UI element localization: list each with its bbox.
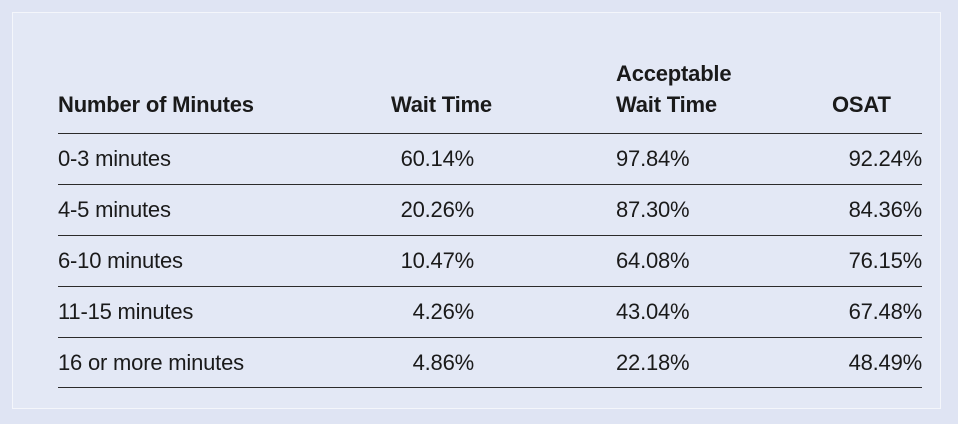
cell-acceptable-wait-time: 64.08% (616, 248, 690, 273)
cell-wait-time: 4.26% (412, 299, 475, 324)
cell-osat: 48.49% (848, 349, 923, 375)
table-panel: Number of Minutes Wait Time Acceptable W… (12, 12, 941, 409)
cell-wait-time: 4.86% (412, 349, 475, 375)
header-acceptable-wait-time: Acceptable Wait Time (616, 53, 732, 133)
wait-time-table: Number of Minutes Wait Time Acceptable W… (58, 53, 922, 388)
cell-minutes: 0-3 minutes (58, 146, 171, 171)
header-number-of-minutes: Number of Minutes (58, 92, 254, 117)
cell-acceptable-wait-time: 97.84% (616, 146, 690, 171)
cell-osat: 92.24% (848, 146, 923, 171)
cell-wait-time: 10.47% (400, 248, 475, 273)
cell-osat: 76.15% (848, 248, 923, 273)
cell-wait-time: 60.14% (400, 146, 475, 171)
cell-acceptable-wait-time: 87.30% (616, 197, 690, 222)
cell-acceptable-wait-time: 43.04% (616, 299, 690, 324)
cell-minutes: 4-5 minutes (58, 197, 171, 222)
table-row: 16 or more minutes 4.86% 22.18% 48.49% (58, 337, 922, 388)
table-row: 11-15 minutes 4.26% 43.04% 67.48% (58, 286, 922, 337)
cell-minutes: 16 or more minutes (58, 349, 244, 375)
cell-minutes: 11-15 minutes (58, 299, 194, 324)
header-osat: OSAT (832, 92, 891, 117)
cell-osat: 84.36% (848, 197, 923, 222)
table-row: 6-10 minutes 10.47% 64.08% 76.15% (58, 235, 922, 286)
header-acceptable-line1: Acceptable (616, 61, 732, 86)
table-row: 4-5 minutes 20.26% 87.30% 84.36% (58, 184, 922, 235)
cell-wait-time: 20.26% (400, 197, 475, 222)
table-header: Number of Minutes Wait Time Acceptable W… (58, 53, 922, 133)
cell-acceptable-wait-time: 22.18% (616, 349, 690, 375)
header-acceptable-line2: Wait Time (616, 92, 717, 117)
table-row: 0-3 minutes 60.14% 97.84% 92.24% (58, 133, 922, 184)
header-wait-time: Wait Time (391, 92, 492, 117)
cell-minutes: 6-10 minutes (58, 248, 183, 273)
cell-osat: 67.48% (848, 299, 923, 324)
